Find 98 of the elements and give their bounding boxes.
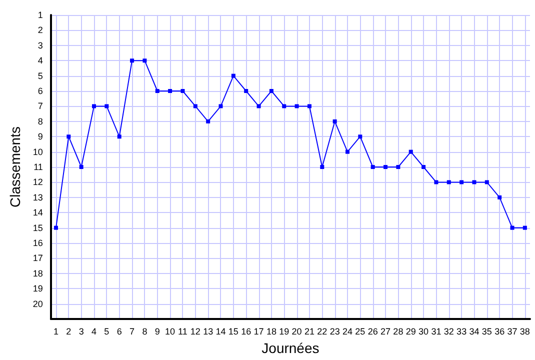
y-tick-label: 14 (32, 208, 43, 218)
x-tick-label: 13 (203, 326, 214, 336)
point (269, 89, 274, 93)
x-tick-label: 28 (393, 326, 404, 336)
x-tick-label: 21 (304, 326, 314, 336)
y-tick-label: 17 (32, 253, 43, 264)
x-tick-label: 8 (142, 326, 148, 336)
x-tick-label: 18 (266, 326, 276, 336)
x-tick-label: 7 (130, 326, 135, 336)
point (498, 195, 502, 200)
point (142, 58, 147, 63)
x-tick-label: 23 (330, 326, 340, 336)
y-tick-label: 19 (32, 284, 43, 294)
point (384, 165, 388, 169)
x-tick-label: 5 (104, 326, 110, 336)
x-tick-label: 19 (279, 326, 290, 336)
point (345, 150, 350, 154)
x-tick-label: 37 (507, 326, 518, 336)
x-tick-label: 20 (292, 326, 302, 336)
x-tick-label: 1 (53, 326, 58, 336)
point (332, 119, 337, 124)
x-tick-label: 38 (520, 326, 530, 336)
x-tick-label: 35 (482, 326, 492, 336)
y-tick-label: 3 (38, 40, 43, 50)
point (155, 89, 160, 93)
y-axis-title: Classements (7, 126, 23, 208)
x-tick-label: 4 (91, 326, 97, 336)
point (446, 180, 451, 184)
point (92, 104, 96, 108)
point (484, 180, 489, 184)
x-axis-title: Journées (262, 340, 320, 356)
x-tick-label: 24 (342, 326, 352, 336)
point (79, 165, 84, 169)
y-tick-label: 2 (38, 25, 43, 36)
point (193, 104, 198, 108)
y-tick-label: 20 (32, 298, 43, 309)
point (396, 165, 400, 169)
x-tick-label: 31 (431, 326, 442, 336)
x-tick-label: 12 (190, 326, 200, 336)
y-tick-label: 13 (32, 192, 43, 202)
y-tick-label: 1 (38, 10, 43, 20)
point (206, 119, 210, 124)
point (231, 74, 236, 78)
x-tick-label: 33 (456, 326, 467, 336)
y-tick-label: 18 (32, 268, 43, 278)
point (510, 226, 514, 230)
point (282, 104, 286, 108)
y-tick-label: 15 (32, 222, 43, 233)
point (294, 104, 299, 108)
x-tick-label: 3 (78, 326, 84, 336)
x-tick-label: 17 (254, 326, 264, 336)
x-tick-label: 34 (469, 326, 480, 336)
y-tick-label: 11 (34, 162, 43, 172)
point (422, 165, 426, 169)
point (472, 180, 476, 184)
point (54, 226, 58, 230)
x-tick-label: 32 (444, 326, 454, 336)
x-tick-label: 6 (116, 326, 122, 336)
point (66, 134, 71, 139)
point (117, 134, 122, 139)
point (460, 180, 464, 184)
x-tick-label: 26 (368, 326, 378, 336)
point (130, 58, 134, 63)
point (218, 104, 223, 108)
point (320, 165, 324, 169)
y-tick-label: 8 (38, 116, 43, 126)
point (168, 89, 172, 93)
point (370, 165, 375, 169)
point (307, 104, 312, 108)
point (434, 180, 438, 184)
x-tick-label: 22 (317, 326, 328, 336)
y-tick-label: 10 (32, 146, 43, 157)
x-tick-label: 15 (228, 326, 238, 336)
point (244, 89, 248, 93)
x-tick-label: 10 (165, 326, 176, 336)
y-tick-label: 4 (38, 56, 43, 66)
x-tick-label: 9 (154, 326, 160, 336)
x-tick-label: 16 (241, 326, 252, 336)
x-tick-label: 11 (178, 326, 188, 336)
x-tick-label: 29 (406, 326, 416, 336)
x-tick-label: 25 (355, 326, 366, 336)
point (522, 226, 527, 230)
y-tick-label: 12 (32, 177, 43, 188)
y-tick-label: 5 (38, 70, 43, 81)
y-tick-label: 7 (38, 101, 43, 112)
y-tick-label: 6 (38, 86, 43, 96)
point (104, 104, 109, 108)
point (358, 134, 362, 139)
x-tick-label: 14 (216, 326, 226, 336)
x-tick-label: 27 (380, 326, 391, 336)
point (180, 89, 185, 93)
x-tick-label: 30 (418, 326, 429, 336)
x-tick-label: 36 (494, 326, 505, 336)
y-tick-label: 16 (32, 238, 43, 248)
point (256, 104, 261, 108)
y-tick-label: 9 (38, 132, 43, 142)
x-tick-label: 2 (66, 326, 72, 336)
point (408, 150, 413, 154)
